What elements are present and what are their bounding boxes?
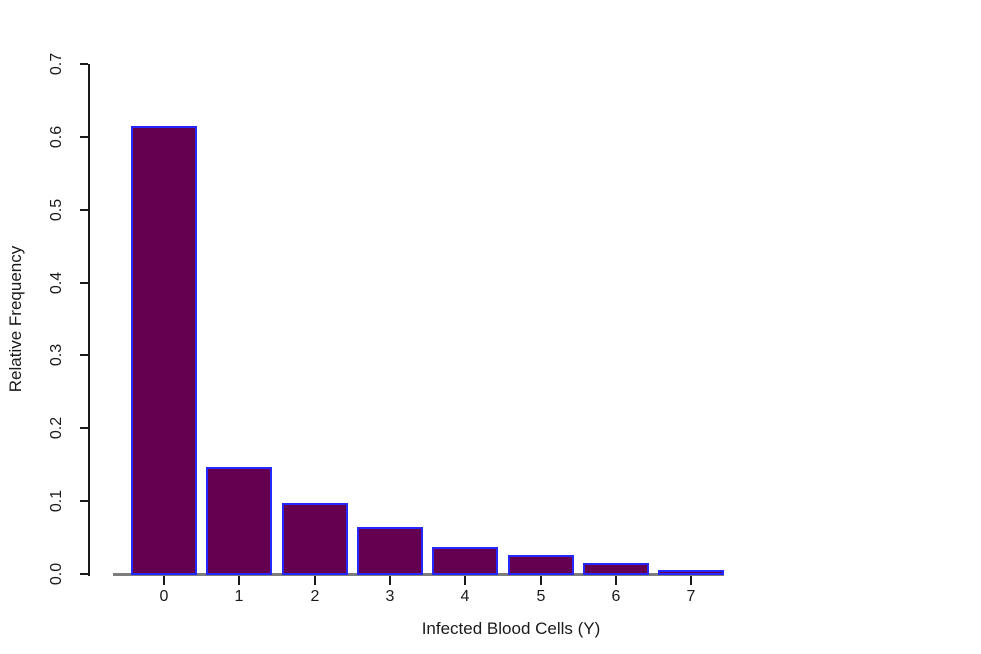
- x-tick-label: 6: [611, 588, 621, 605]
- bar-0: [131, 126, 197, 575]
- bar-1: [206, 467, 272, 575]
- y-tick-label: 0.3: [48, 343, 65, 367]
- bar-5: [508, 555, 574, 575]
- x-tick-label: 0: [159, 588, 169, 605]
- x-tick: [163, 576, 165, 585]
- x-tick-label: 4: [460, 588, 470, 605]
- bar-6: [583, 563, 649, 575]
- y-tick: [80, 63, 88, 65]
- bar-2: [282, 503, 348, 575]
- x-tick-label: 7: [686, 588, 696, 605]
- x-tick: [464, 576, 466, 585]
- y-tick-label: 0.6: [48, 125, 65, 149]
- x-axis-title: Infected Blood Cells (Y): [421, 619, 601, 638]
- y-tick-label: 0.5: [48, 198, 65, 222]
- x-tick-label: 2: [310, 588, 320, 605]
- x-tick: [314, 576, 316, 585]
- y-tick-label: 0.7: [48, 52, 65, 76]
- y-tick-label: 0.1: [48, 489, 65, 513]
- y-tick: [80, 573, 88, 575]
- x-tick-label: 5: [536, 588, 546, 605]
- y-tick: [80, 209, 88, 211]
- y-tick: [80, 136, 88, 138]
- y-axis-line: [88, 64, 90, 576]
- x-tick: [238, 576, 240, 585]
- x-tick: [389, 576, 391, 585]
- y-tick-label: 0.0: [48, 562, 65, 586]
- y-tick: [80, 354, 88, 356]
- y-tick-label: 0.2: [48, 416, 65, 440]
- x-tick-label: 3: [385, 588, 395, 605]
- y-tick: [80, 500, 88, 502]
- y-tick-label: 0.4: [48, 271, 65, 295]
- y-tick: [80, 282, 88, 284]
- x-tick: [615, 576, 617, 585]
- x-tick: [540, 576, 542, 585]
- y-tick: [80, 427, 88, 429]
- bar-7: [658, 570, 724, 575]
- x-tick: [690, 576, 692, 585]
- bar-4: [432, 547, 498, 575]
- y-axis-title: Relative Frequency: [6, 245, 25, 393]
- bar-3: [357, 527, 423, 575]
- x-tick-label: 1: [234, 588, 244, 605]
